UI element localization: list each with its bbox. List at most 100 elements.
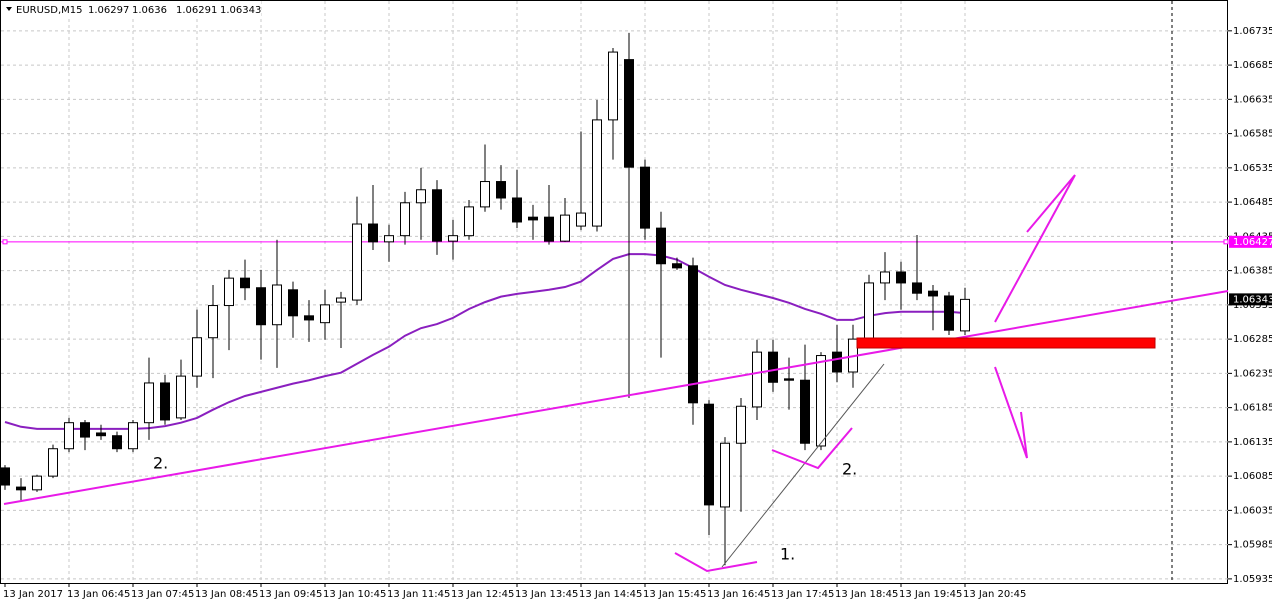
- candle-body: [752, 351, 762, 408]
- x-tick-label: 13 Jan 17:45: [771, 589, 834, 600]
- arrow-down: [994, 366, 1028, 459]
- price-axis: 1.05935 1.05985 1.06035 1.06085 1.06135 1.061…: [3, 26, 1272, 600]
- x-tick-label: 13 Jan 09:45: [259, 589, 322, 600]
- annotation: 2.: [842, 460, 857, 479]
- candle-body: [640, 166, 650, 229]
- candle-body: [256, 287, 266, 326]
- candle-body: [800, 379, 810, 444]
- candle-body: [112, 435, 122, 450]
- candle-body: [192, 337, 202, 377]
- candle-body: [320, 304, 330, 324]
- candle-body: [912, 282, 922, 294]
- x-tick-label: 13 Jan 14:45: [579, 589, 642, 600]
- y-tick-label: 1.06385: [1233, 266, 1272, 277]
- y-tick-label: 1.05935: [1233, 574, 1272, 585]
- x-tick-label: 13 Jan 19:45: [899, 589, 962, 600]
- trend-line: [3, 290, 1229, 505]
- x-tick-label: 13 Jan 12:45: [451, 589, 514, 600]
- y-tick-label: 1.06535: [1233, 163, 1272, 174]
- header-low: 1.06291: [176, 5, 217, 16]
- candle-body: [224, 277, 234, 307]
- moving-average: [4, 253, 966, 430]
- candle-body: [816, 355, 826, 447]
- y-tick-label: 1.06585: [1233, 129, 1272, 140]
- candle-body: [448, 235, 458, 242]
- candle-body: [544, 216, 554, 242]
- candle-body: [592, 119, 602, 227]
- drawings: [3, 1, 1229, 583]
- candle-body: [480, 181, 490, 208]
- header-open: 1.06297: [88, 5, 129, 16]
- arrow-up: [994, 174, 1076, 323]
- x-tick-label: 13 Jan 06:45: [67, 589, 130, 600]
- candle-body: [384, 235, 394, 243]
- y-tick-label: 1.06235: [1233, 368, 1272, 379]
- zone-rect: [856, 337, 1156, 349]
- x-tick-label: 13 Jan 07:45: [131, 589, 194, 600]
- candle-body: [720, 442, 730, 508]
- x-tick-label: 13 Jan 2017: [3, 589, 63, 600]
- candle-body: [768, 351, 778, 383]
- x-tick-label: 13 Jan 11:45: [387, 589, 450, 600]
- price-box-label: 1.06427: [1233, 237, 1272, 248]
- y-tick-label: 1.05985: [1233, 540, 1272, 551]
- candle-body: [960, 298, 970, 332]
- candle-body: [512, 197, 522, 223]
- candle-body: [576, 212, 586, 227]
- x-tick-label: 13 Jan 10:45: [323, 589, 386, 600]
- y-tick-label: 1.06635: [1233, 94, 1272, 105]
- candle-body: [784, 378, 794, 381]
- swing-mark: [674, 552, 758, 573]
- annotation: 1.: [780, 545, 795, 564]
- candle-body: [272, 284, 282, 326]
- candle-body: [16, 486, 26, 491]
- y-tick-label: 1.06185: [1233, 403, 1272, 414]
- candle-body: [944, 295, 954, 331]
- y-tick-label: 1.06285: [1233, 334, 1272, 345]
- line-anchor: [1223, 239, 1229, 245]
- candle-body: [688, 265, 698, 404]
- candle-body: [736, 405, 746, 444]
- marks: [0, 32, 1229, 566]
- current-price-label: 1.06343: [1233, 294, 1272, 305]
- annotation: 2.: [153, 454, 168, 473]
- candle-body: [560, 214, 570, 242]
- x-tick-label: 13 Jan 08:45: [195, 589, 258, 600]
- x-tick-label: 13 Jan 20:45: [963, 589, 1026, 600]
- candle-body: [608, 51, 618, 121]
- x-tick-label: 13 Jan 15:45: [643, 589, 706, 600]
- candle-body: [528, 216, 538, 221]
- header-close: 1.06343: [220, 5, 261, 16]
- line-anchor: [2, 239, 8, 245]
- candle-body: [496, 181, 506, 199]
- header-bg: [1, 1, 261, 17]
- candle-body: [64, 422, 74, 450]
- candle-body: [336, 297, 346, 303]
- candle-body: [832, 351, 842, 373]
- candle-body: [48, 448, 58, 477]
- candle-body: [208, 305, 218, 339]
- candle-body: [128, 422, 138, 450]
- x-tick-label: 13 Jan 13:45: [515, 589, 578, 600]
- candle-body: [400, 202, 410, 237]
- swing-mark: [771, 427, 853, 470]
- candle-body: [240, 277, 250, 289]
- header-icon: [6, 7, 12, 11]
- y-tick-label: 1.06135: [1233, 437, 1272, 448]
- y-tick-label: 1.06485: [1233, 197, 1272, 208]
- candle-body: [928, 290, 938, 297]
- y-tick-label: 1.06735: [1233, 26, 1272, 37]
- candle-body: [0, 467, 10, 486]
- candle-body: [896, 271, 906, 284]
- x-tick-label: 13 Jan 16:45: [707, 589, 770, 600]
- candle-body: [160, 382, 170, 421]
- price-box: [1229, 235, 1272, 248]
- candle-body: [416, 189, 426, 204]
- candle-body: [144, 382, 154, 424]
- chart-title: EURUSD,M15: [16, 5, 82, 16]
- price-box: [1229, 293, 1272, 306]
- y-tick-label: 1.06685: [1233, 60, 1272, 71]
- candle-body: [656, 227, 666, 265]
- candle-body: [176, 375, 186, 419]
- candle-body: [880, 271, 890, 284]
